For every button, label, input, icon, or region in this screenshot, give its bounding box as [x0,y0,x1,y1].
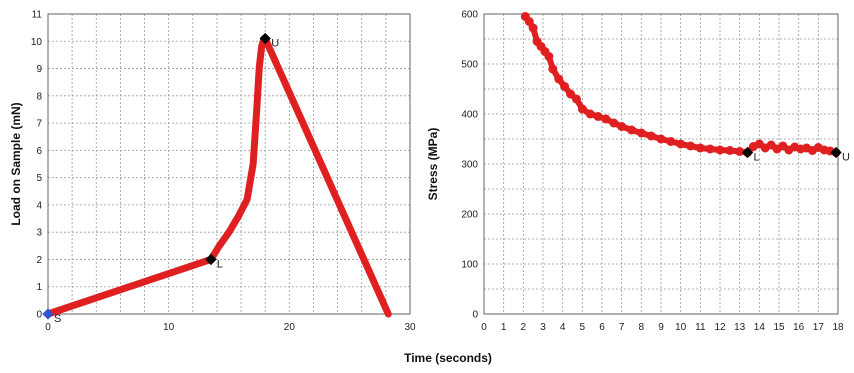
stress-marker-u [830,146,842,159]
stress-x-tick-label: 6 [599,322,605,333]
stress-x-tick-label: 4 [560,322,566,333]
stress-data-point [560,82,570,91]
stress-data-point [636,128,646,138]
stress-x-tick-label: 17 [813,322,825,333]
stress-data-point [666,137,676,146]
stress-x-tick-label: 18 [832,322,844,333]
stress-x-tick-label: 10 [675,322,687,333]
stress-y-tick-label: 200 [461,210,478,221]
load-y-tick-label: 5 [36,173,42,184]
load-plot-frame [47,13,411,315]
stress-data-point [646,131,656,141]
stress-y-axis-label: Stress (MPa) [426,128,440,201]
stress-x-tick-label: 13 [734,322,746,333]
stress-data-point [571,94,581,104]
stress-x-tick-label: 12 [714,322,726,333]
stress-data-point [725,146,735,155]
load-marker-label-l: L [217,258,223,270]
load-marker-label-s: S [54,313,61,325]
stress-x-tick-label: 8 [639,322,645,333]
stress-data-point [593,112,603,121]
stress-x-tick-label: 9 [658,322,664,333]
stress-data-point [627,125,636,135]
load-y-tick-label: 4 [36,200,42,211]
stress-chart: 0 1 2 3 4 5 6 7 8 9 10 11 12 13 14 15 16 17 18010020030040… [426,10,850,334]
load-x-tick-label: 0 [45,322,51,333]
load-y-tick-label: 3 [36,228,42,239]
load-x-tick-label: 20 [284,322,296,333]
stress-data-point [566,89,576,99]
load-marker-label-u: U [271,38,279,50]
load-marker-u [259,32,271,45]
load-y-tick-label: 8 [36,91,42,102]
stress-data-point [617,122,627,131]
load-y-tick-label: 6 [36,146,42,157]
stress-data-point [548,64,558,74]
stress-data-point [528,23,538,33]
stress-data-point [609,118,619,128]
stress-data-point [695,143,705,153]
stress-data-point [544,52,554,61]
load-x-tick-label: 10 [163,322,175,333]
stress-series-band [522,13,840,156]
stress-data-point [601,114,611,124]
load-y-tick-label: 9 [36,64,42,75]
stress-data-point [577,104,587,114]
load-chart: 0 10 20 30 0 1 2 3 4 5 6 7 8 9 10 11 Load on Sample (mN)… [9,10,416,334]
load-y-tick-label: 10 [31,37,43,48]
stress-y-tick-label: 100 [461,260,478,271]
stress-y-tick-label: 0 [472,310,478,321]
stress-x-tick-label: 7 [619,322,625,333]
stress-y-tick-label: 600 [461,10,478,21]
stress-x-tick-label: 5 [580,322,586,333]
load-y-tick-label: 11 [32,10,43,21]
stress-data-point [676,139,686,149]
stress-marker-l [741,146,754,159]
stress-x-tick-label: 14 [754,322,766,333]
stress-x-tick-label: 3 [540,322,546,333]
stress-x-tick-label: 2 [521,322,527,333]
load-y-tick-label: 2 [36,255,42,266]
stress-x-tick-label: 15 [773,322,785,333]
stress-plot-frame [483,13,839,315]
stress-x-tick-label: 16 [793,322,805,333]
stress-y-tick-label: 500 [461,60,478,71]
load-marker-s [42,308,54,320]
load-y-tick-label: 0 [36,310,42,321]
stress-data-point [715,145,725,155]
stress-x-tick-label: 11 [695,322,706,333]
stress-data-point [524,17,534,26]
stress-data-point [585,109,595,119]
stress-data-point [686,141,695,151]
load-y-tick-label: 1 [36,282,42,293]
stress-data-point [656,134,666,144]
load-y-tick-label: 7 [36,119,42,130]
stress-data-point [735,147,745,156]
stress-y-tick-label: 300 [461,160,478,171]
shared-x-axis-label: Time (seconds) [404,351,492,365]
stress-marker-label-l: L [754,152,760,164]
stress-x-tick-label: 1 [501,322,507,333]
stress-x-tick-label: 0 [481,322,487,333]
stress-marker-label-u: U [842,152,850,164]
stress-data-point [705,144,715,154]
stress-y-tick-label: 400 [461,110,478,121]
load-x-tick-label: 30 [404,322,416,333]
load-y-axis-label: Load on Sample (mN) [9,102,23,225]
stress-data-point [554,74,564,84]
